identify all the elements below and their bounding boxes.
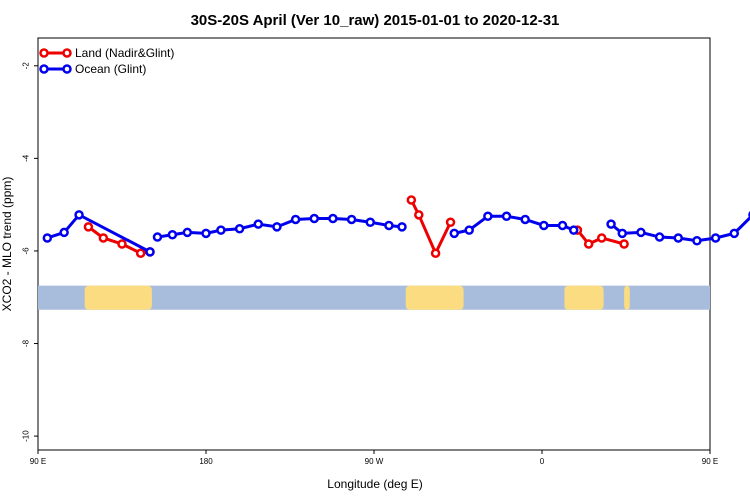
data-point	[520, 214, 530, 225]
data-point	[384, 220, 394, 231]
x-tick-label: 90 E	[30, 457, 46, 466]
data-point	[346, 214, 357, 225]
data-point	[135, 248, 146, 259]
data-point	[501, 211, 512, 221]
data-point	[692, 236, 702, 246]
data-point	[557, 220, 568, 231]
data-point	[414, 210, 424, 220]
data-point	[464, 225, 474, 235]
x-axis-label: Longitude (deg E)	[327, 477, 422, 491]
legend: Land (Nadir&Glint) Ocean (Glint)	[39, 46, 174, 76]
data-point	[710, 233, 721, 243]
data-point	[406, 195, 417, 205]
land-ocean-band	[38, 285, 710, 310]
data-point	[290, 214, 301, 225]
data-point	[216, 225, 226, 235]
data-point	[619, 239, 629, 249]
data-point	[234, 223, 245, 234]
data-point	[583, 239, 594, 249]
land-band-3	[624, 285, 630, 310]
series-line	[610, 215, 750, 243]
chart-title: 30S-20S April (Ver 10_raw) 2015-01-01 to…	[191, 12, 560, 29]
data-point	[309, 213, 320, 224]
series-line	[409, 199, 452, 257]
legend-marker	[39, 64, 49, 74]
data-point	[328, 213, 338, 224]
data-point	[42, 233, 53, 243]
data-point	[152, 232, 163, 242]
data-point	[606, 219, 616, 229]
data-point	[729, 228, 740, 239]
data-point	[201, 228, 211, 239]
y-axis-ticks: -2 -4 -6 -8 -10	[22, 62, 38, 442]
series-line	[46, 212, 151, 254]
data-point	[182, 227, 193, 238]
x-tick-label: 180	[199, 457, 213, 466]
land-band-2	[564, 285, 604, 310]
legend-marker	[39, 48, 49, 58]
data-point	[445, 217, 456, 227]
legend-marker	[62, 48, 72, 58]
land-band-0	[84, 285, 152, 310]
series-layer	[42, 195, 750, 259]
data-point	[617, 228, 628, 239]
data-point	[483, 211, 493, 221]
data-point	[673, 233, 684, 243]
legend-label: Land (Nadir&Glint)	[75, 46, 174, 60]
y-tick-label: -4	[22, 154, 31, 162]
data-point	[449, 228, 460, 239]
plot-frame	[37, 37, 711, 451]
series-0	[83, 195, 629, 259]
data-point	[98, 233, 109, 243]
data-point	[430, 248, 441, 259]
legend-marker	[62, 64, 72, 74]
legend-label: Ocean (Glint)	[75, 62, 146, 76]
series-1	[42, 210, 750, 257]
data-point	[83, 222, 94, 232]
y-axis-label: XCO2 - MLO trend (ppm)	[0, 177, 14, 312]
data-point	[272, 222, 282, 232]
land-band-1	[405, 285, 464, 310]
data-point	[365, 217, 376, 227]
data-point	[145, 247, 155, 257]
data-point	[253, 219, 264, 229]
data-point	[397, 222, 407, 232]
x-tick-label: 90 W	[365, 457, 384, 466]
y-tick-label: -8	[22, 339, 31, 347]
data-point	[539, 220, 549, 231]
data-point	[74, 210, 84, 220]
y-tick-label: -6	[22, 247, 31, 255]
y-tick-label: -2	[22, 62, 31, 70]
series-line	[576, 229, 625, 246]
x-axis-ticks: 90 E 180 90 W 0 90 E	[30, 450, 718, 466]
y-tick-label: -10	[22, 430, 31, 442]
data-point	[59, 227, 69, 238]
data-point	[636, 227, 646, 238]
data-point	[654, 232, 665, 242]
data-point	[568, 225, 579, 235]
x-tick-label: 90 E	[702, 457, 718, 466]
x-tick-label: 0	[540, 457, 545, 466]
data-point	[596, 233, 607, 243]
data-point	[117, 239, 127, 249]
data-point	[167, 229, 178, 240]
